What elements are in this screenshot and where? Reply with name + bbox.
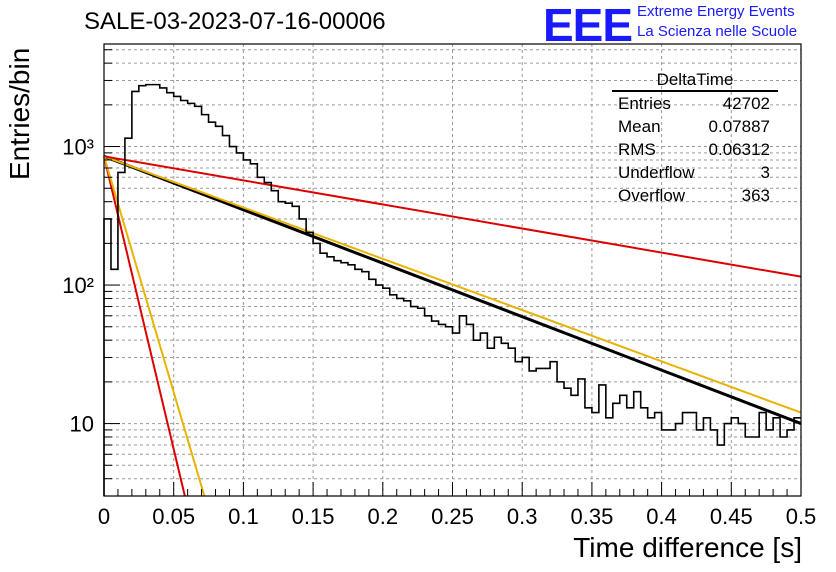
stats-label: Entries (618, 94, 671, 113)
x-tick-label: 0.4 (646, 504, 677, 529)
logo-caption-line1: Extreme Energy Events (637, 3, 795, 20)
x-axis-label: Time difference [s] (573, 532, 802, 563)
x-tick-label: 0.05 (152, 504, 195, 529)
stats-value: 3 (760, 163, 770, 182)
stats-row: Underflow 3 (612, 161, 778, 184)
x-tick-label: 0.1 (228, 504, 259, 529)
x-tick-label: 0 (98, 504, 110, 529)
x-tick-label: 0.2 (368, 504, 399, 529)
stats-value: 0.07887 (708, 117, 770, 136)
y-tick-label: 10 (70, 412, 94, 437)
axis-ticks: 0 0.05 0.1 0.15 0.2 0.25 0.3 0.35 0.4 0.45 0.5 10 10… (62, 49, 817, 529)
stats-label: Underflow (618, 163, 695, 182)
histogram-series (103, 83, 801, 496)
stats-value: 42702 (722, 94, 770, 113)
stats-box: DeltaTime Entries 42702 Mean 0.07887 RMS 0.06… (612, 70, 778, 207)
fit-line (103, 155, 802, 278)
x-tick-label: 0.5 (786, 504, 817, 529)
fit-lines (103, 154, 802, 497)
stats-row: Overflow 363 (612, 184, 778, 207)
fit-line (103, 156, 206, 497)
x-tick-label: 0.3 (507, 504, 538, 529)
stats-row: RMS 0.06312 (612, 138, 778, 161)
stats-value: 0.06312 (708, 140, 770, 159)
stats-label: RMS (618, 140, 656, 159)
x-tick-label: 0.45 (710, 504, 753, 529)
stats-label: Mean (618, 117, 661, 136)
histogram-step-line (103, 83, 801, 496)
x-tick-label: 0.35 (570, 504, 613, 529)
stats-label: Overflow (618, 186, 686, 205)
stats-row: Mean 0.07887 (612, 115, 778, 138)
chart-title: SALE-03-2023-07-16-00006 (84, 8, 386, 35)
x-tick-label: 0.15 (292, 504, 335, 529)
logo-caption-line2: La Scienza nelle Scuole (637, 23, 798, 40)
y-tick-label: 10³ (62, 135, 94, 160)
y-tick-label: 10² (62, 273, 94, 298)
stats-value: 363 (741, 186, 770, 205)
fit-line (103, 155, 802, 414)
stats-title: DeltaTime (612, 70, 778, 92)
x-tick-label: 0.25 (431, 504, 474, 529)
stats-row: Entries 42702 (612, 92, 778, 115)
fit-line (103, 154, 802, 425)
eee-logo: EEE (543, 0, 633, 51)
